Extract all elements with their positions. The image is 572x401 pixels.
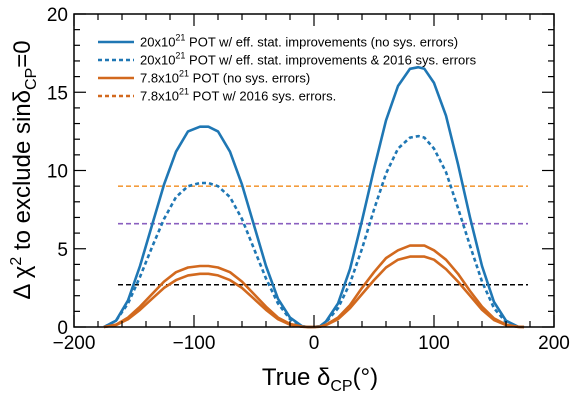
series-line-1 <box>103 65 525 329</box>
legend-label-4: 7.8x1021 POT w/ 2016 sys. errors. <box>140 87 336 104</box>
series-line-2 <box>103 134 525 329</box>
y-tick-label: 0 <box>57 318 68 339</box>
reference-lines <box>118 185 528 286</box>
x-tick-label: 100 <box>418 333 450 354</box>
legend-label-1: 20x1021 POT w/ eff. stat. improvements (… <box>140 33 458 50</box>
legend-label-2: 20x1021 POT w/ eff. stat. improvements &… <box>140 51 477 68</box>
y-tick-label: 5 <box>57 240 68 261</box>
x-tick-label: 200 <box>538 333 570 354</box>
x-tick-label: −200 <box>53 333 96 354</box>
y-axis-label: Δ χ2 to exclude sinδCP=0 <box>8 40 40 299</box>
x-tick-label: 0 <box>309 333 320 354</box>
legend-label-3: 7.8x1021 POT (no sys. errors) <box>140 69 310 86</box>
axis-tick-labels: −200 −100 0 100 200 0 5 10 15 20 <box>47 5 570 354</box>
x-tick-label: −100 <box>173 333 216 354</box>
series-lines <box>103 65 525 329</box>
y-tick-label: 10 <box>47 162 68 183</box>
x-axis-label: True δCP(°) <box>262 364 378 395</box>
legend: 20x1021 POT w/ eff. stat. improvements (… <box>98 33 477 104</box>
y-tick-label: 15 <box>47 83 68 104</box>
axis-ticks <box>73 13 555 328</box>
y-tick-label: 20 <box>47 5 68 26</box>
